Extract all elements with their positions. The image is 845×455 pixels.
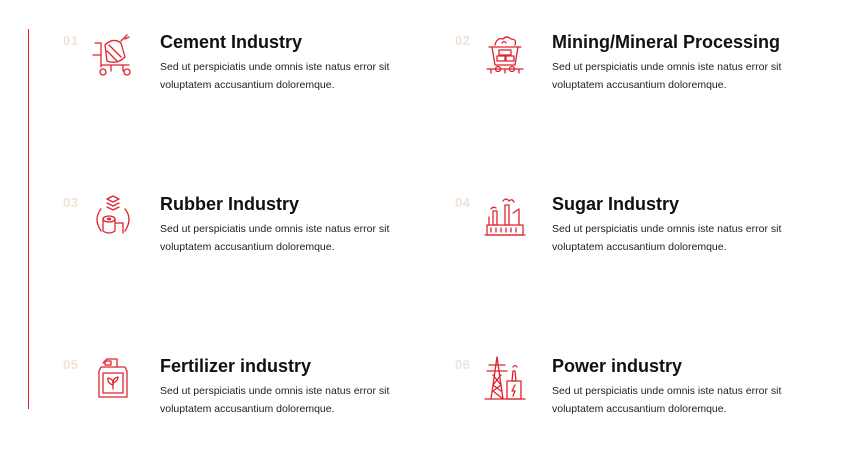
card-number: 03 (63, 195, 79, 210)
card-number: 05 (63, 357, 79, 372)
card-title: Power industry (552, 356, 683, 376)
industry-card-mining: 02 Mining/Mineral Processing Sed ut pers… (455, 31, 795, 131)
card-title: Mining/Mineral Processing (552, 32, 781, 52)
card-description: Sed ut perspiciatis unde omnis iste natu… (552, 385, 782, 415)
industry-card-power: 06 Power industry Sed ut perspiciatis un… (455, 355, 795, 455)
card-title: Sugar Industry (552, 194, 680, 214)
rubber-roll-icon (91, 193, 135, 239)
card-title: Fertilizer industry (160, 356, 312, 376)
industry-card-fertilizer: 05 Fertilizer industry Sed ut perspiciat… (63, 355, 403, 455)
card-description: Sed ut perspiciatis unde omnis iste natu… (160, 223, 390, 253)
card-description: Sed ut perspiciatis unde omnis iste natu… (552, 61, 782, 91)
factory-icon (483, 193, 527, 239)
card-description: Sed ut perspiciatis unde omnis iste natu… (552, 223, 782, 253)
fertilizer-canister-icon (91, 355, 135, 401)
card-number: 04 (455, 195, 471, 210)
accent-line (28, 29, 29, 409)
industry-card-cement: 01 Cement Industry Sed ut perspiciatis u… (63, 31, 403, 131)
card-number: 06 (455, 357, 471, 372)
card-number: 01 (63, 33, 79, 48)
power-tower-icon (483, 355, 527, 401)
card-description: Sed ut perspiciatis unde omnis iste natu… (160, 385, 390, 415)
cement-mixer-icon (91, 31, 135, 77)
card-title: Rubber Industry (160, 194, 300, 214)
mine-cart-icon (483, 31, 527, 77)
industry-card-sugar: 04 Sugar Industry Sed ut perspiciatis un… (455, 193, 795, 293)
card-title: Cement Industry (160, 32, 303, 52)
industry-card-rubber: 03 Rubber Industry Sed ut perspiciatis u… (63, 193, 403, 293)
card-number: 02 (455, 33, 471, 48)
card-description: Sed ut perspiciatis unde omnis iste natu… (160, 61, 390, 91)
